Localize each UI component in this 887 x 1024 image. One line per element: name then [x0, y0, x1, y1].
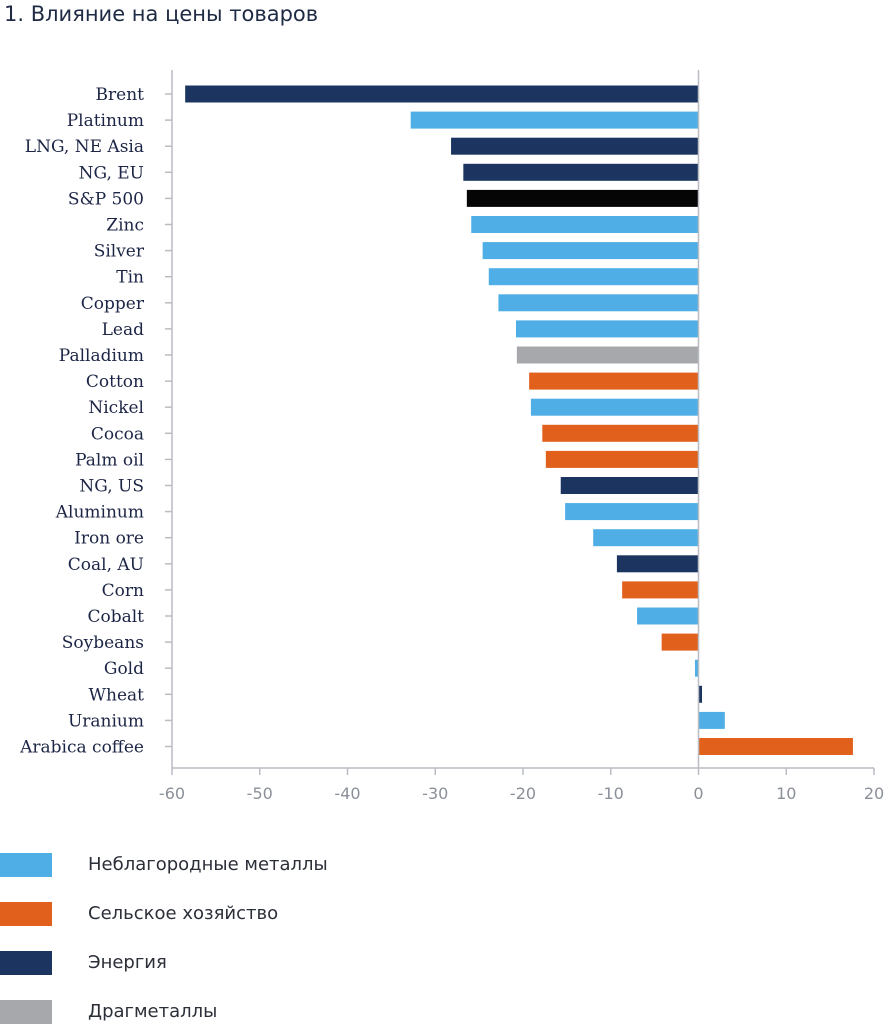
category-label: Cocoa: [91, 424, 144, 444]
bar: [451, 137, 699, 155]
bar: [466, 189, 699, 207]
legend-label-energy: Энергия: [88, 952, 167, 973]
legend-swatch-base-metals: [0, 853, 52, 877]
bar: [410, 111, 699, 129]
category-label: Wheat: [89, 685, 145, 705]
category-label: Iron ore: [74, 529, 144, 549]
bar: [694, 659, 699, 677]
category-label: Coal, AU: [68, 555, 144, 575]
bar: [498, 294, 699, 312]
category-label: Cotton: [86, 372, 144, 392]
category-label: Corn: [102, 581, 144, 601]
category-label: Zinc: [106, 216, 144, 236]
x-tick-label: -30: [422, 784, 448, 803]
bar: [616, 555, 699, 573]
category-label: LNG, NE Asia: [25, 137, 144, 157]
bar: [593, 529, 699, 547]
bar: [637, 607, 699, 625]
bar: [661, 633, 699, 651]
bar: [529, 372, 699, 390]
chart-title: 1. Влияние на цены товаров: [4, 2, 319, 26]
category-label: Tin: [116, 268, 144, 288]
category-label: S&P 500: [68, 189, 144, 209]
bar: [698, 738, 853, 755]
category-label: Cobalt: [87, 607, 144, 627]
bar: [622, 581, 699, 599]
x-tick-label: -40: [334, 784, 360, 803]
category-label: Soybeans: [62, 633, 144, 653]
category-label: Aluminum: [55, 503, 144, 523]
category-label: Copper: [81, 294, 145, 314]
bar: [482, 242, 699, 260]
legend-swatch-precious-metals: [0, 1000, 52, 1024]
bar: [185, 85, 699, 103]
category-label: Brent: [96, 85, 145, 105]
x-tick-label: -20: [510, 784, 536, 803]
bar: [698, 685, 703, 703]
category-label: Nickel: [88, 398, 144, 418]
category-label: NG, US: [79, 477, 144, 497]
bar: [545, 450, 699, 468]
bar: [698, 711, 725, 729]
category-label: Gold: [104, 659, 144, 679]
bar: [516, 346, 699, 364]
bar: [565, 503, 699, 521]
bar: [530, 398, 699, 416]
category-label: Lead: [102, 320, 144, 340]
bar-chart: -60 -50 -40 -30 -20 -10 0 10 20 Brent Platinum LNG,…: [19, 70, 884, 803]
x-tick-label: -10: [598, 784, 624, 803]
bar: [471, 216, 699, 233]
bar: [515, 320, 699, 338]
bar: [542, 424, 699, 442]
category-label: Palladium: [59, 346, 144, 366]
category-label: Arabica coffee: [19, 738, 144, 758]
x-tick-label: -60: [159, 784, 185, 803]
legend-swatch-agriculture: [0, 902, 52, 926]
bar: [560, 477, 699, 494]
legend-swatch-energy: [0, 951, 52, 975]
category-label: Palm oil: [75, 450, 144, 470]
bar: [463, 163, 699, 181]
x-tick-label: -50: [247, 784, 273, 803]
bar: [488, 268, 699, 286]
category-label: Uranium: [68, 711, 144, 731]
legend-label-precious-metals: Драгметаллы: [88, 1001, 218, 1022]
x-tick-label: 0: [693, 784, 703, 803]
legend-label-agriculture: Сельское хозяйство: [88, 903, 279, 924]
category-label: Platinum: [67, 111, 144, 131]
legend-label-base-metals: Неблагородные металлы: [88, 854, 328, 875]
category-label: NG, EU: [79, 163, 144, 183]
category-label: Silver: [94, 242, 145, 262]
x-tick-label: 10: [776, 784, 796, 803]
x-tick-label: 20: [864, 784, 884, 803]
